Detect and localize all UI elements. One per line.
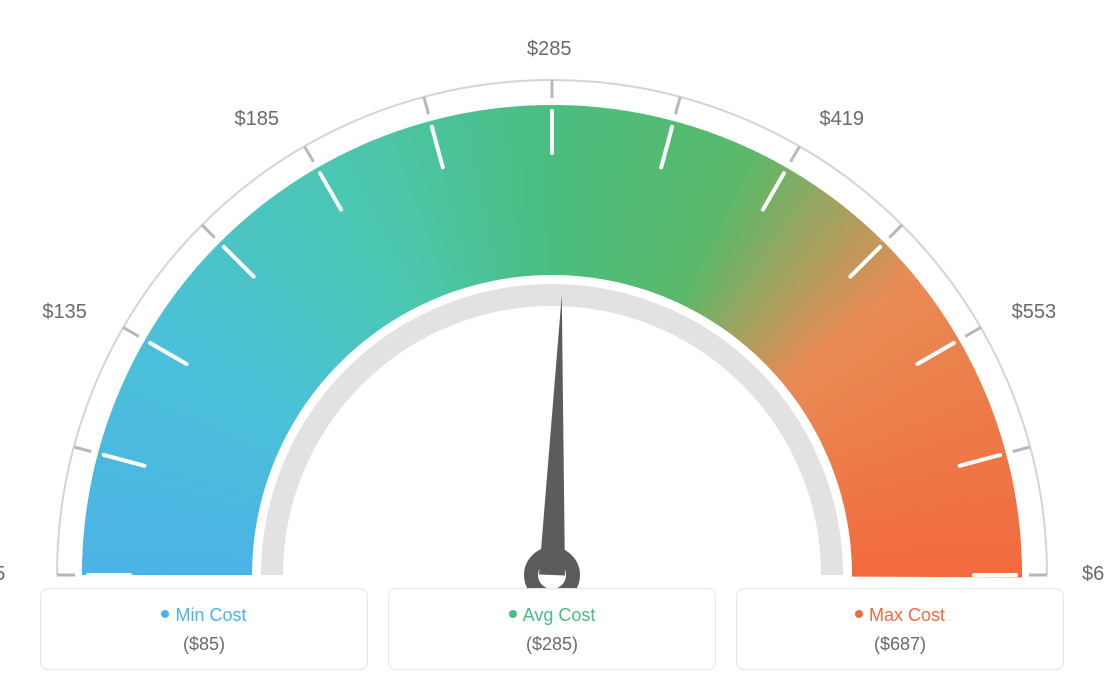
gauge-tick-label: $285 (527, 38, 572, 61)
legend-title-text-avg: Avg Cost (523, 605, 596, 625)
gauge-tick-label: $419 (820, 108, 865, 131)
legend-card-avg: Avg Cost ($285) (388, 588, 716, 670)
gauge-tick-label: $553 (1012, 301, 1057, 324)
gauge-tick-label: $185 (235, 108, 280, 131)
legend-value-avg: ($285) (399, 634, 705, 655)
legend-title-avg: Avg Cost (399, 605, 705, 626)
legend-value-max: ($687) (747, 634, 1053, 655)
legend-title-max: Max Cost (747, 605, 1053, 626)
legend-value-min: ($85) (51, 634, 357, 655)
legend-title-min: Min Cost (51, 605, 357, 626)
gauge-svg (0, 40, 1104, 620)
legend-dot-avg (509, 610, 517, 618)
gauge-tick-label: $687 (1082, 563, 1104, 586)
legend-row: Min Cost ($85) Avg Cost ($285) Max Cost … (40, 588, 1064, 670)
legend-dot-min (161, 610, 169, 618)
legend-dot-max (855, 610, 863, 618)
gauge-tick-label: $135 (42, 301, 87, 324)
gauge-chart: $85$135$185$285$419$553$687 (0, 0, 1104, 580)
legend-card-max: Max Cost ($687) (736, 588, 1064, 670)
legend-title-text-min: Min Cost (175, 605, 246, 625)
gauge-tick-label: $85 (0, 563, 5, 586)
legend-title-text-max: Max Cost (869, 605, 945, 625)
legend-card-min: Min Cost ($85) (40, 588, 368, 670)
